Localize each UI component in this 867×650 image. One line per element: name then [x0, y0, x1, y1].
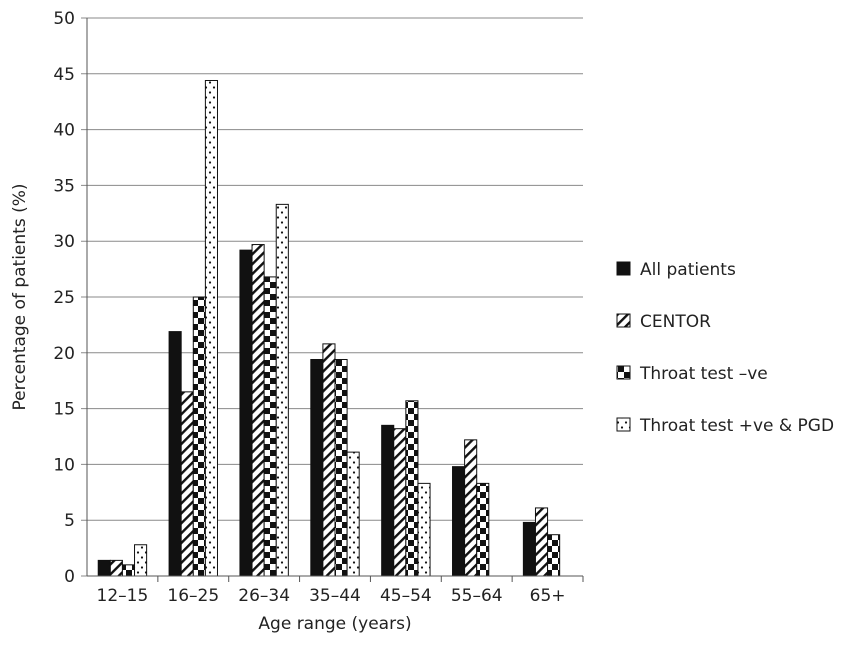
bar — [477, 483, 489, 576]
y-tick-label: 30 — [53, 232, 75, 252]
x-tick-label: 26–34 — [238, 586, 290, 606]
y-axis-title: Percentage of patients (%) — [10, 183, 30, 410]
bar — [264, 277, 276, 576]
x-axis-title: Age range (years) — [258, 614, 411, 634]
legend-swatch — [617, 262, 630, 275]
y-tick-label: 25 — [53, 288, 75, 308]
bar — [252, 245, 264, 576]
y-tick-label: 45 — [53, 65, 75, 85]
bar — [406, 401, 418, 576]
x-tick-label: 12–15 — [97, 586, 149, 606]
bar — [323, 344, 335, 576]
bar — [335, 359, 347, 576]
bar — [169, 332, 181, 576]
y-tick-label: 5 — [64, 511, 75, 531]
y-tick-label: 50 — [53, 9, 75, 29]
x-tick-label: 65+ — [530, 586, 566, 606]
bar — [181, 392, 193, 576]
bar — [548, 535, 560, 576]
bar — [98, 560, 110, 576]
bar — [110, 560, 122, 576]
legend-swatch — [617, 366, 630, 379]
bar — [465, 440, 477, 576]
bar — [394, 429, 406, 576]
y-tick-label: 40 — [53, 121, 75, 141]
x-tick-label: 45–54 — [380, 586, 432, 606]
legend-swatch — [617, 418, 630, 431]
x-tick-label: 35–44 — [309, 586, 361, 606]
bar — [453, 467, 465, 576]
legend-label: All patients — [640, 260, 736, 280]
bar — [193, 297, 205, 576]
bars — [98, 80, 559, 576]
bar — [523, 522, 535, 576]
bar — [135, 545, 147, 576]
y-tick-label: 15 — [53, 400, 75, 420]
legend: All patients CENTOR Throat test –ve Throat … — [617, 260, 834, 436]
y-tick-label: 20 — [53, 344, 75, 364]
bar — [347, 452, 359, 576]
y-tick-label: 35 — [53, 176, 75, 196]
bar — [418, 483, 430, 576]
bar — [311, 359, 323, 576]
bar — [240, 250, 252, 576]
x-tick-label: 55–64 — [451, 586, 503, 606]
y-tick-label: 0 — [64, 567, 75, 587]
y-tick-label: 10 — [53, 455, 75, 475]
x-tick-label: 16–25 — [167, 586, 219, 606]
bar — [205, 80, 217, 576]
legend-swatch — [617, 314, 630, 327]
legend-label: CENTOR — [640, 312, 711, 332]
legend-label: Throat test –ve — [639, 364, 768, 384]
bar — [276, 204, 288, 576]
bar — [122, 565, 134, 576]
bar — [535, 508, 547, 576]
legend-label: Throat test +ve & PGD — [639, 416, 834, 436]
bar — [382, 425, 394, 576]
